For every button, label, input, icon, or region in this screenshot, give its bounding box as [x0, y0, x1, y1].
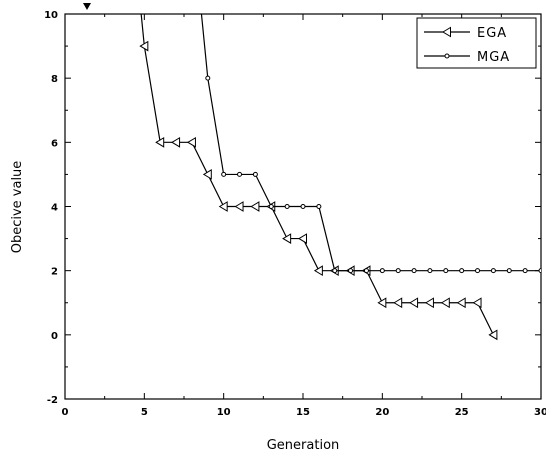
data-point-ega: [472, 297, 482, 309]
x-tick-label: 25: [455, 407, 469, 418]
y-tick-label: 4: [51, 203, 58, 214]
y-tick-label: 0: [51, 331, 58, 342]
data-point-mga: [379, 268, 385, 274]
data-point-ega: [488, 329, 498, 341]
plot-area: 0 5 10 15 20 25 30 -2 0 2 4 6 8 10: [44, 10, 546, 418]
x-tick-label: 15: [296, 407, 310, 418]
y-tick-label: 2: [51, 267, 58, 278]
series-group: [139, 14, 541, 341]
data-point-ega: [234, 201, 244, 212]
data-point-mga: [506, 268, 512, 274]
data-point-mga: [332, 268, 338, 274]
data-point-mga: [284, 204, 290, 209]
data-point-mga: [316, 204, 322, 209]
data-point-mga: [205, 75, 211, 81]
legend: EGA MGA: [416, 17, 537, 69]
y-axis-title: Obecive value: [10, 161, 25, 254]
legend-label: EGA: [477, 26, 507, 41]
legend-item-mga: MGA: [424, 50, 510, 65]
x-axis-title: Generation: [267, 438, 340, 453]
y-tick-label: 10: [44, 10, 58, 21]
data-point-ega: [393, 297, 403, 309]
legend-box: [416, 17, 537, 69]
data-point-ega: [282, 233, 292, 244]
top-arrow-mark: [83, 3, 91, 10]
data-point-mga: [427, 268, 433, 274]
data-point-ega: [155, 136, 165, 148]
legend-label: MGA: [477, 50, 510, 65]
data-point-ega: [171, 136, 181, 148]
series-mga: [200, 14, 541, 274]
data-point-ega: [313, 265, 323, 277]
data-point-ega: [250, 201, 260, 212]
legend-marker: [444, 53, 450, 59]
data-point-ega: [424, 297, 434, 309]
y-tick-label: -2: [47, 395, 58, 406]
data-point-mga: [395, 268, 401, 274]
data-point-mga: [348, 268, 354, 274]
data-point-mga: [490, 268, 496, 274]
data-point-mga: [459, 268, 465, 274]
x-tick-label: 20: [375, 407, 389, 418]
data-point-mga: [221, 171, 227, 177]
x-tick-label: 0: [62, 407, 69, 418]
data-point-ega: [202, 169, 212, 180]
data-point-mga: [300, 204, 306, 209]
x-tick-label: 5: [141, 407, 148, 418]
legend-marker: [442, 26, 451, 38]
y-tick-label: 8: [51, 74, 58, 85]
data-point-ega: [377, 297, 387, 309]
data-point-mga: [411, 268, 417, 274]
data-point-ega: [409, 297, 419, 309]
y-tick-label: 6: [51, 138, 58, 149]
x-tick-label: 30: [534, 407, 546, 418]
data-point-mga: [363, 268, 369, 274]
data-point-ega: [298, 233, 307, 244]
data-point-mga: [522, 268, 528, 274]
data-point-ega: [218, 201, 228, 212]
data-point-mga: [252, 171, 258, 177]
data-point-ega: [139, 40, 149, 52]
data-point-mga: [538, 268, 541, 274]
data-point-mga: [268, 204, 274, 209]
data-point-ega: [440, 297, 450, 309]
x-tick-label: 10: [217, 407, 231, 418]
legend-item-ega: EGA: [424, 26, 507, 41]
data-point-mga: [443, 268, 449, 274]
data-point-ega: [186, 136, 196, 148]
data-point-ega: [456, 297, 466, 309]
data-point-mga: [237, 171, 243, 177]
data-point-mga: [475, 268, 481, 274]
axis-ticks: 0 5 10 15 20 25 30 -2 0 2 4 6 8 10: [44, 10, 546, 418]
